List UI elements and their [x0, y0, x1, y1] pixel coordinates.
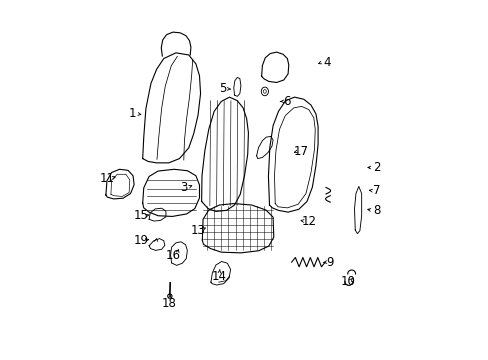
Text: 5: 5	[219, 82, 226, 95]
Text: 10: 10	[340, 275, 355, 288]
Polygon shape	[202, 203, 273, 253]
Text: 6: 6	[283, 95, 290, 108]
Polygon shape	[106, 169, 134, 199]
Text: 13: 13	[190, 224, 205, 237]
Polygon shape	[354, 186, 361, 234]
Text: 19: 19	[133, 234, 148, 247]
Polygon shape	[170, 242, 187, 265]
Polygon shape	[149, 239, 164, 250]
Text: 2: 2	[372, 161, 380, 174]
Text: 7: 7	[372, 184, 380, 197]
Polygon shape	[210, 261, 230, 285]
Polygon shape	[268, 97, 317, 212]
Text: 8: 8	[372, 204, 380, 217]
Text: 15: 15	[133, 209, 148, 222]
Polygon shape	[149, 208, 165, 221]
Text: 1: 1	[128, 107, 136, 120]
Polygon shape	[256, 136, 272, 158]
Text: 12: 12	[301, 215, 316, 228]
Text: 4: 4	[322, 55, 330, 69]
Polygon shape	[142, 53, 200, 163]
Text: 11: 11	[99, 172, 114, 185]
Text: 17: 17	[294, 145, 308, 158]
Text: 3: 3	[180, 181, 187, 194]
Polygon shape	[142, 169, 199, 216]
Polygon shape	[161, 32, 190, 56]
Text: 18: 18	[162, 297, 177, 310]
Polygon shape	[233, 77, 241, 96]
Text: 9: 9	[326, 256, 333, 269]
Text: 14: 14	[212, 270, 226, 283]
Polygon shape	[261, 52, 288, 82]
Polygon shape	[201, 97, 248, 211]
Text: 16: 16	[165, 248, 180, 261]
